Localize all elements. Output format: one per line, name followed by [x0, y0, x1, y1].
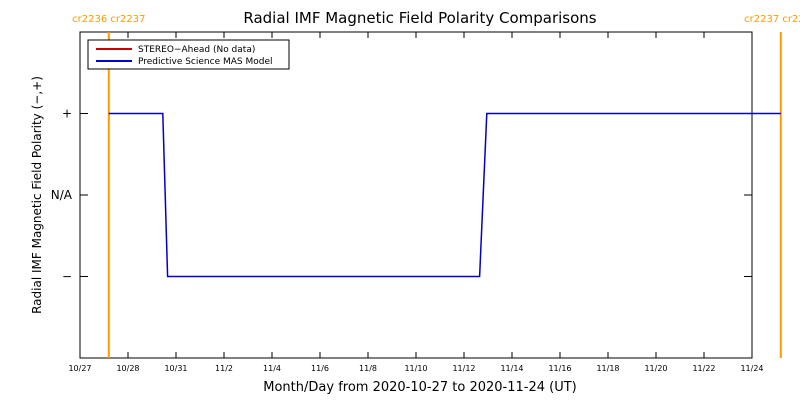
legend-label-stereo: STEREO−Ahead (No data)	[138, 45, 255, 55]
legend: STEREO−Ahead (No data) Predictive Scienc…	[87, 39, 290, 70]
data-series	[108, 112, 781, 278]
carrington-label: cr2236 cr2237	[72, 14, 145, 25]
y-axis-label: Radial IMF Magnetic Field Polarity (−,+)	[30, 76, 44, 314]
x-tick-label: 11/16	[548, 364, 571, 373]
chart-title: Radial IMF Magnetic Field Polarity Compa…	[243, 9, 596, 27]
y-tick-label: −	[62, 270, 72, 284]
x-tick-label: 10/28	[116, 364, 139, 373]
y-tick-label: N/A	[51, 188, 73, 202]
x-tick-label: 11/14	[500, 364, 523, 373]
axis-ticks: 10/27 10/28 10/31 11/2 11/4 11/6 11/8 11/10 11/1…	[51, 32, 764, 373]
x-tick-label: 11/22	[692, 364, 715, 373]
x-tick-label: 11/2	[215, 364, 233, 373]
x-tick-label: 11/20	[644, 364, 667, 373]
x-tick-label: 11/4	[263, 364, 281, 373]
carrington-label: cr2237 cr2238	[744, 14, 800, 25]
y-tick-label: +	[62, 107, 72, 121]
x-tick-label: 10/27	[68, 364, 91, 373]
plot-frame	[79, 31, 753, 359]
x-tick-label: 11/24	[740, 364, 763, 373]
x-tick-label: 11/18	[596, 364, 619, 373]
legend-box	[87, 39, 290, 70]
x-tick-label: 11/12	[452, 364, 475, 373]
legend-label-mas: Predictive Science MAS Model	[138, 57, 273, 67]
series-line-mas-model	[108, 112, 781, 278]
x-tick-label: 11/10	[404, 364, 427, 373]
x-tick-label: 11/8	[359, 364, 377, 373]
x-tick-label: 11/6	[311, 364, 329, 373]
x-tick-label: 10/31	[164, 364, 187, 373]
x-axis-label: Month/Day from 2020-10-27 to 2020-11-24 …	[263, 380, 576, 395]
carrington-markers: cr2236 cr2237 cr2237 cr2238	[72, 14, 800, 358]
